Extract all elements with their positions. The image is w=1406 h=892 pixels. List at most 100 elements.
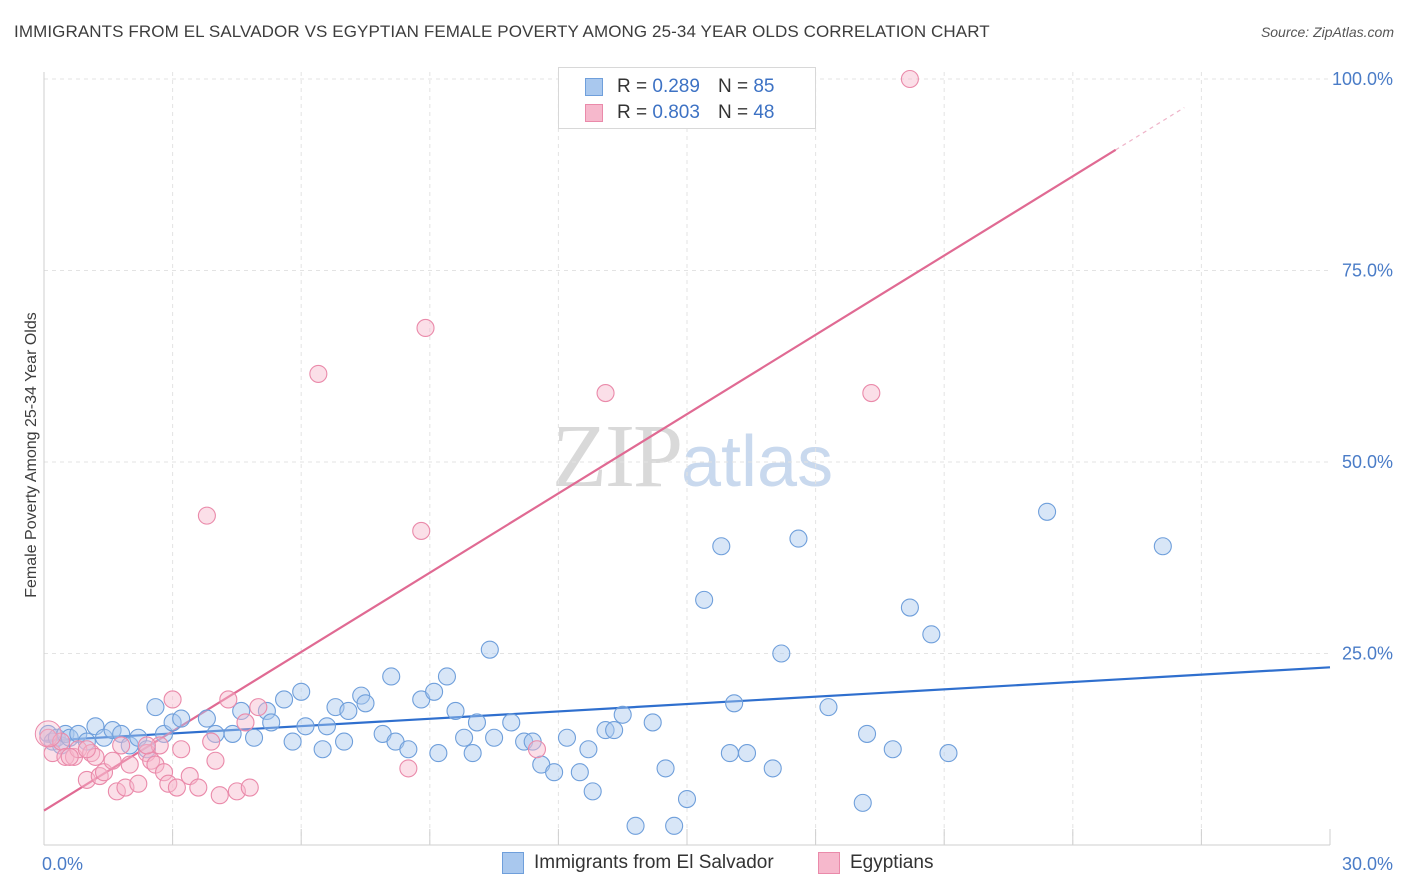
point-egyptians <box>210 786 229 805</box>
point-egyptians <box>163 690 182 709</box>
legend-row-egyptians: R = 0.803 N = 48 <box>585 101 774 125</box>
point-el-salvador <box>437 667 456 686</box>
series-name: Immigrants from El Salvador <box>534 852 774 873</box>
point-el-salvador <box>626 816 645 835</box>
series-swatch-pink <box>818 852 840 874</box>
point-egyptians <box>527 740 547 759</box>
point-el-salvador <box>356 694 375 713</box>
point-el-salvador <box>502 713 521 732</box>
correlation-legend: R = 0.289 N = 85 R = 0.803 N = 48 <box>558 67 816 129</box>
point-egyptians <box>120 755 139 774</box>
trend-line-extension <box>1115 107 1185 151</box>
point-egyptians <box>249 698 268 717</box>
legend-r-label: R = <box>617 102 648 123</box>
y-tick-label: 75.0% <box>1342 261 1393 281</box>
x-tick-label: 0.0% <box>42 854 83 874</box>
point-el-salvador <box>712 537 731 556</box>
point-el-salvador <box>480 640 499 659</box>
data-points <box>34 69 1172 835</box>
point-egyptians <box>416 318 435 338</box>
legend-r-value: 0.289 <box>652 76 700 97</box>
series-legend-el-salvador[interactable]: Immigrants from El Salvador <box>502 852 774 874</box>
point-egyptians <box>167 778 186 797</box>
point-el-salvador <box>313 740 332 759</box>
point-el-salvador <box>605 721 624 740</box>
point-el-salvador <box>223 724 242 743</box>
point-el-salvador <box>335 732 354 751</box>
point-el-salvador <box>103 721 122 740</box>
point-egyptians <box>596 384 615 403</box>
point-el-salvador <box>399 740 418 759</box>
point-el-salvador <box>545 763 564 782</box>
point-el-salvador <box>900 598 919 617</box>
y-axis-label: Female Poverty Among 25-34 Year Olds <box>23 312 40 598</box>
series-swatch-blue <box>502 852 524 874</box>
source-credit: Source: ZipAtlas.com <box>1260 24 1394 40</box>
point-el-salvador <box>429 744 448 763</box>
point-el-salvador <box>292 682 311 701</box>
point-egyptians <box>309 364 328 383</box>
point-el-salvador <box>172 709 191 728</box>
x-tick-label: 30.0% <box>1342 854 1393 874</box>
point-el-salvador <box>677 789 697 809</box>
point-el-salvador <box>339 701 358 721</box>
axes <box>43 72 1331 846</box>
point-egyptians <box>236 713 255 732</box>
point-egyptians <box>197 506 216 525</box>
point-el-salvador <box>257 701 276 721</box>
point-el-salvador <box>463 744 482 763</box>
legend-n-value: 48 <box>753 102 775 123</box>
point-el-salvador <box>146 698 165 717</box>
point-el-salvador <box>853 793 872 812</box>
point-egyptians <box>112 736 131 755</box>
point-el-salvador <box>446 701 465 721</box>
point-el-salvador <box>382 667 401 686</box>
point-el-salvador <box>557 728 577 747</box>
legend-row-el-salvador: R = 0.289 N = 85 <box>585 75 774 99</box>
point-egyptians <box>129 774 148 793</box>
point-egyptians <box>107 782 126 801</box>
point-egyptians <box>154 763 174 782</box>
point-el-salvador <box>725 694 744 713</box>
point-el-salvador <box>819 698 838 717</box>
point-el-salvador <box>570 763 589 782</box>
y-tick-label: 25.0% <box>1342 644 1393 664</box>
point-el-salvador <box>283 732 302 751</box>
point-el-salvador <box>883 740 902 759</box>
point-el-salvador <box>455 728 474 747</box>
point-el-salvador <box>643 713 662 732</box>
point-egyptians <box>103 751 122 770</box>
point-el-salvador <box>939 744 958 763</box>
point-egyptians <box>172 740 191 759</box>
legend-swatch-pink <box>585 104 603 122</box>
legend-r-label: R = <box>617 76 648 97</box>
point-egyptians <box>412 521 431 540</box>
point-egyptians <box>77 740 96 759</box>
y-tick-label: 50.0% <box>1342 452 1393 472</box>
point-el-salvador <box>197 709 216 728</box>
series-legend-egyptians[interactable]: Egyptians <box>818 852 933 874</box>
legend-n-label: N = <box>717 76 749 97</box>
point-el-salvador <box>857 724 877 743</box>
point-el-salvador <box>695 590 714 609</box>
point-el-salvador <box>737 744 757 763</box>
point-el-salvador <box>275 690 294 709</box>
point-el-salvador <box>583 782 602 801</box>
trend-line-egyptians <box>43 148 1117 812</box>
series-name: Egyptians <box>850 852 934 873</box>
point-egyptians <box>206 751 225 770</box>
point-el-salvador <box>1153 537 1172 556</box>
point-el-salvador <box>232 701 251 721</box>
chart-title: IMMIGRANTS FROM EL SALVADOR VS EGYPTIAN … <box>14 22 990 41</box>
point-egyptians <box>202 732 221 751</box>
point-el-salvador <box>317 717 336 736</box>
point-el-salvador <box>772 644 791 663</box>
trend-line-el-salvador <box>43 666 1331 742</box>
point-egyptians <box>137 736 156 755</box>
point-egyptians <box>189 778 208 797</box>
y-tick-label: 100.0% <box>1332 69 1393 89</box>
point-egyptians <box>399 759 418 778</box>
trend-lines <box>43 107 1331 812</box>
point-el-salvador <box>579 740 598 759</box>
